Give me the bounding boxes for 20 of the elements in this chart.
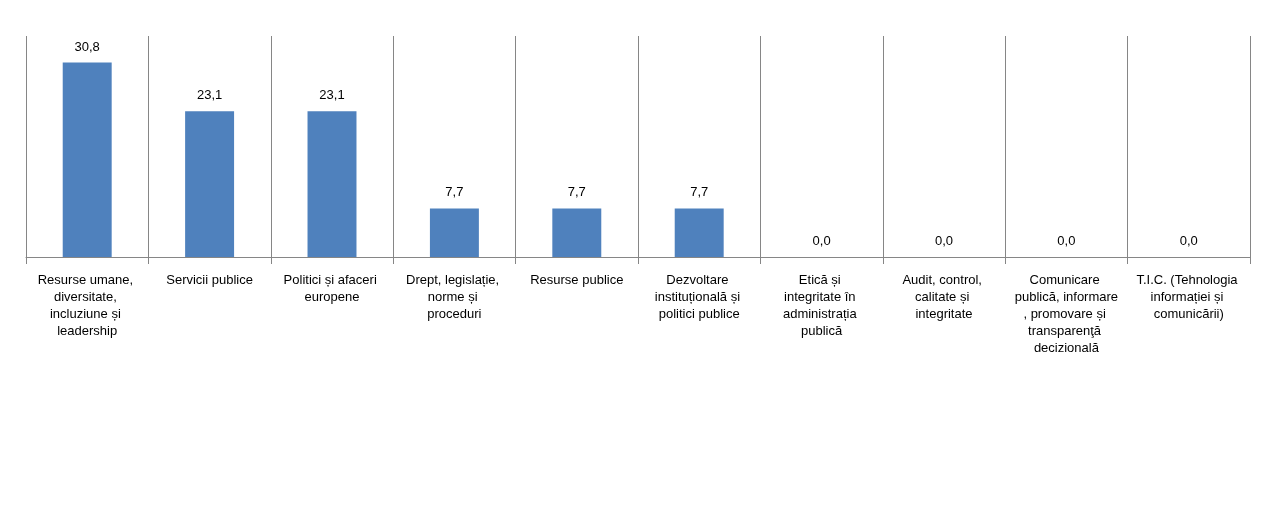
x-tick-label: Politici și afaceri europene [283,272,381,304]
data-label: 7,7 [567,184,586,200]
x-tick-label: Drept, legislație, norme și proceduri [405,272,503,321]
x-tick-label: Resurse publice [530,272,624,287]
x-tick-label: Servicii publice [166,272,253,287]
data-label: 7,7 [445,184,464,200]
data-label: 30,8 [74,38,100,54]
data-label: 7,7 [690,184,709,200]
x-tick-label: T.I.C. (Tehnologia informației și comunicării) [1136,272,1242,321]
x-tick-label: Audit, control, calitate și integritate [902,272,986,321]
data-label: 0,0 [1057,233,1076,248]
data-label: 0,0 [934,233,954,248]
data-label: 0,0 [1179,233,1198,248]
data-label: 23,1 [196,87,223,103]
data-label: 0,0 [812,233,831,248]
x-tick-label: Etică și integritate în administrația publică [782,272,861,338]
x-tick-label: Resurse umane, diversitate, incluziune și leadership [37,272,137,338]
x-tick-label: Comunicare publică, informare, promovare și transparenţă decizională [1014,272,1119,355]
data-label: 23,1 [319,87,345,103]
x-tick-label: Dezvoltare instituțională și politici publice [654,272,744,321]
